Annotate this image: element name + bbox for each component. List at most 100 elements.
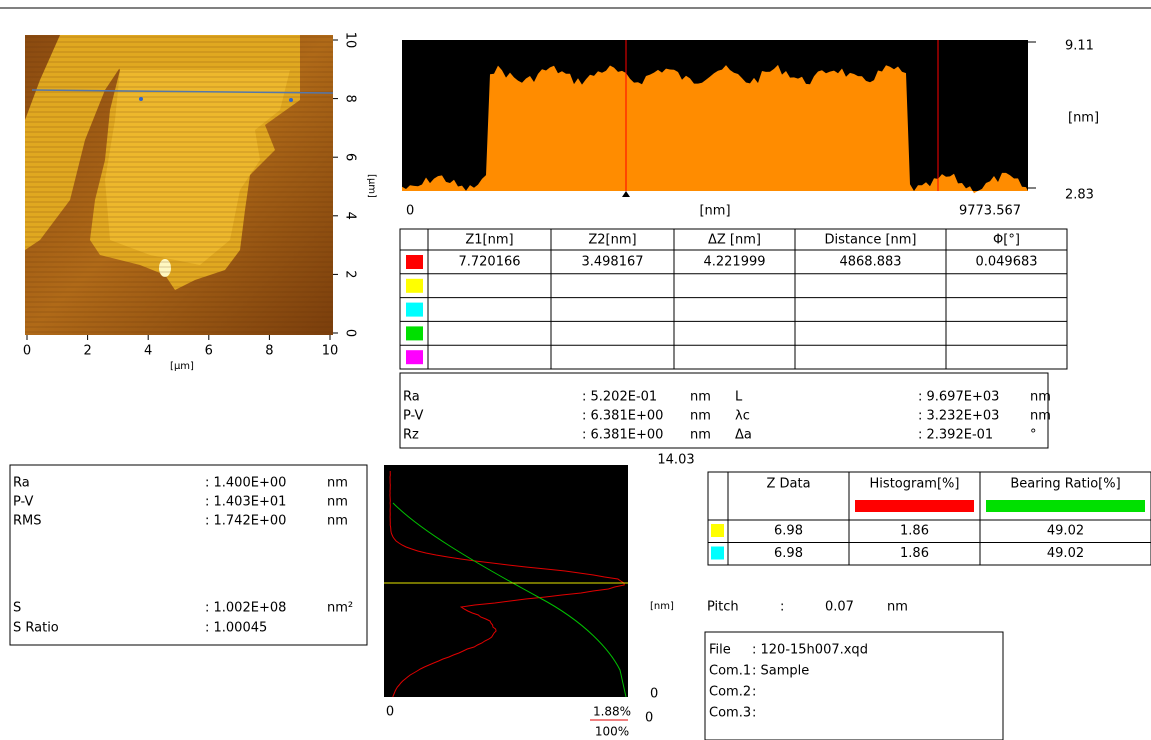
cursor-swatch: [406, 326, 423, 341]
param-label: λc: [735, 409, 750, 424]
x-tick-label: 8: [265, 344, 273, 359]
y-tick-label: 8: [343, 94, 358, 102]
param-value: : 1.742E+00: [205, 514, 286, 529]
column-header: ΔZ [nm]: [708, 233, 761, 248]
column-header: Bearing Ratio[%]: [1010, 477, 1120, 492]
param-label: L: [735, 390, 743, 405]
param-value: : 6.381E+00: [582, 409, 663, 424]
cell: 1.86: [900, 524, 929, 539]
cell: 7.720166: [458, 255, 520, 270]
param-value: : 5.202E-01: [582, 390, 657, 405]
param-value: : 1.403E+01: [205, 495, 286, 510]
param-unit: °: [1030, 428, 1037, 443]
row-swatch: [711, 524, 724, 537]
param-label: S: [13, 601, 21, 616]
column-header: Histogram[%]: [870, 477, 960, 492]
info-label: Com.3: [709, 706, 751, 721]
z-max: 9.11: [1065, 39, 1094, 54]
cursor-swatch: [406, 278, 423, 293]
histogram-plot: [384, 465, 628, 721]
param-label: Rz: [403, 428, 419, 443]
info-value: : Sample: [752, 664, 809, 679]
x-tick-label: 2: [83, 344, 91, 359]
cell: 4868.883: [839, 255, 901, 270]
x-unit: [nm]: [699, 204, 730, 219]
histogram-table: [707, 471, 1151, 566]
file-info-box: [704, 631, 1004, 740]
line-roughness-box: [399, 372, 1049, 449]
bearing-max: 100%: [595, 725, 629, 739]
param-unit: nm: [1030, 390, 1051, 405]
column-header: Z2[nm]: [588, 233, 636, 248]
row-swatch: [711, 546, 724, 560]
x-end: 9773.567: [959, 204, 1021, 219]
z-min: 2.83: [1065, 188, 1094, 203]
cell: 49.02: [1047, 546, 1084, 561]
note: 14.03: [657, 453, 694, 468]
y-tick-label: 4: [343, 212, 358, 220]
param-unit: nm: [327, 476, 348, 491]
z-min: 0: [650, 687, 658, 702]
param-label: RMS: [13, 514, 42, 529]
param-label: Ra: [13, 476, 30, 491]
column-header: Z Data: [766, 477, 810, 492]
x-tick-label: 0: [23, 344, 31, 359]
param-value: : 6.381E+00: [582, 428, 663, 443]
cursor-table: [399, 228, 1068, 370]
y-tick-label: 2: [343, 270, 358, 278]
y-tick-label: 0: [343, 329, 358, 337]
info-label: Com.2: [709, 685, 751, 700]
zero: 0: [645, 711, 653, 726]
pitch-unit: nm: [887, 600, 908, 615]
y-tick-label: 6: [343, 153, 358, 161]
cell: 49.02: [1047, 524, 1084, 539]
param-label: P-V: [403, 409, 423, 424]
param-value: : 1.400E+00: [205, 476, 286, 491]
param-label: Ra: [403, 390, 420, 405]
x-tick-label: 6: [205, 344, 213, 359]
param-value: : 1.00045: [205, 621, 267, 636]
param-unit: nm: [1030, 409, 1051, 424]
info-label: File: [709, 643, 731, 658]
column-header: Φ[°]: [993, 233, 1020, 248]
info-value: :: [752, 685, 756, 700]
x-tick-label: 10: [322, 344, 339, 359]
profile-plot: [402, 40, 1036, 197]
param-value: : 9.697E+03: [918, 390, 999, 405]
param-unit: nm: [690, 428, 711, 443]
param-value: : 1.002E+08: [205, 601, 286, 616]
hist-max: 1.88%: [593, 705, 631, 719]
area-roughness-box: [9, 464, 368, 646]
pitch-sep: :: [780, 600, 784, 615]
cell: 6.98: [774, 546, 803, 561]
cell: 3.498167: [581, 255, 643, 270]
x-tick-label: 4: [144, 344, 152, 359]
info-label: Com.1: [709, 664, 751, 679]
param-label: S Ratio: [13, 621, 59, 636]
cursor-swatch: [406, 302, 423, 317]
pitch-value: 0.07: [825, 600, 854, 615]
header-swatch: [986, 500, 1145, 512]
x-start: 0: [406, 204, 414, 219]
header-swatch: [855, 500, 974, 512]
cursor-swatch: [406, 255, 423, 269]
afm-image: [25, 35, 334, 335]
info-value: :: [752, 706, 756, 721]
param-unit: nm: [690, 390, 711, 405]
y-tick-label: 10: [343, 32, 358, 49]
column-header: Z1[nm]: [465, 233, 513, 248]
cell: 4.221999: [703, 255, 765, 270]
pitch-label: Pitch: [707, 600, 739, 615]
param-unit: nm: [690, 409, 711, 424]
x-start: 0: [386, 705, 394, 720]
z-unit: [nm]: [1068, 111, 1099, 126]
info-value: : 120-15h007.xqd: [752, 643, 868, 658]
cursor-swatch: [406, 350, 423, 365]
param-value: : 2.392E-01: [918, 428, 993, 443]
cell: 6.98: [774, 524, 803, 539]
param-unit: nm: [327, 514, 348, 529]
cell: 1.86: [900, 546, 929, 561]
y-unit: [µm]: [366, 174, 377, 198]
param-unit: nm²: [327, 601, 353, 616]
